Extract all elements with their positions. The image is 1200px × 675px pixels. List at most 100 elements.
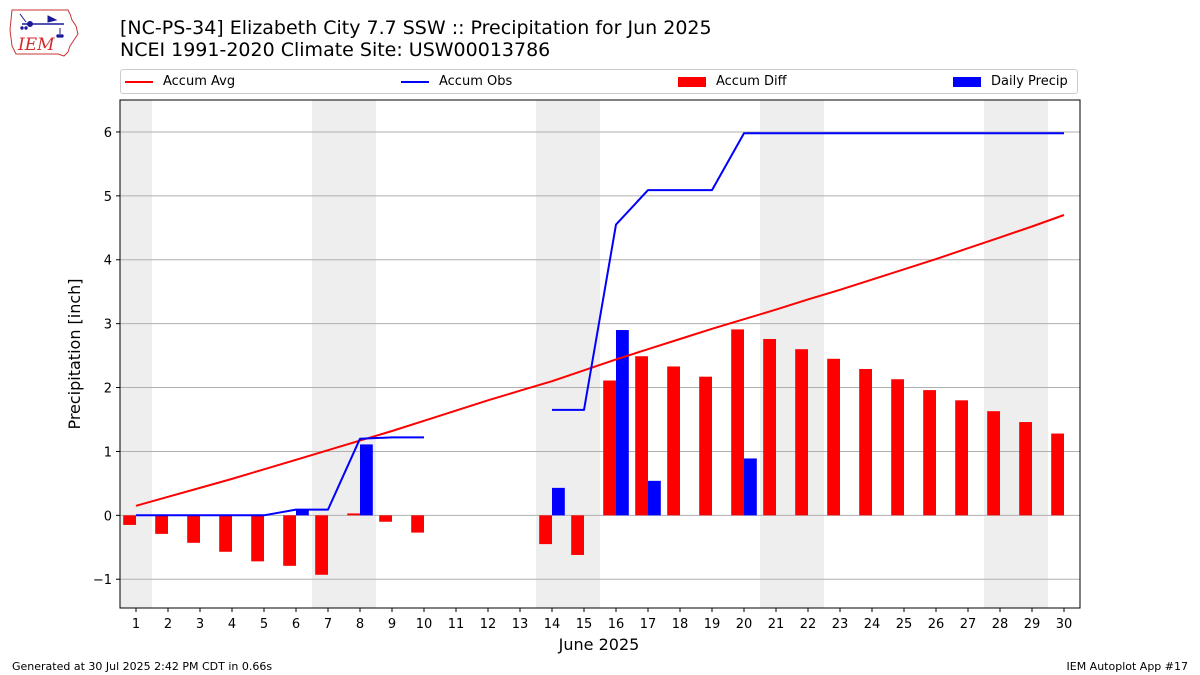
x-axis-label: June 2025 xyxy=(558,635,640,654)
accum-diff-bar xyxy=(539,515,552,545)
daily-precip-bar xyxy=(648,480,661,516)
weekend-band xyxy=(984,100,1016,608)
legend-label: Accum Diff xyxy=(716,74,787,89)
x-tick-label: 15 xyxy=(576,617,593,632)
accum-diff-bar xyxy=(347,513,360,516)
y-tick-label: 4 xyxy=(104,254,112,269)
accum-diff-bar xyxy=(251,515,264,562)
daily-precip-bar xyxy=(360,444,373,516)
x-tick-label: 27 xyxy=(960,617,977,632)
accum-diff-bar xyxy=(411,515,424,533)
x-tick-label: 8 xyxy=(356,617,364,632)
footer-generated: Generated at 30 Jul 2025 2:42 PM CDT in … xyxy=(12,660,273,673)
legend-item-accum-diff: Accum Diff xyxy=(678,70,787,93)
y-tick-label: 1 xyxy=(104,445,112,460)
y-tick-label: 2 xyxy=(104,382,112,397)
accum-diff-bar xyxy=(987,411,1000,516)
footer-app-id: IEM Autoplot App #17 xyxy=(1066,660,1189,673)
x-tick-label: 14 xyxy=(544,617,561,632)
y-tick-label: 3 xyxy=(104,318,112,333)
iem-logo: IEM xyxy=(9,9,79,57)
accum-diff-bar xyxy=(955,400,968,516)
accum-diff-bar xyxy=(603,380,616,516)
x-tick-label: 5 xyxy=(260,617,268,632)
x-tick-label: 6 xyxy=(292,617,300,632)
legend-item-accum-obs: Accum Obs xyxy=(401,70,512,93)
x-tick-label: 1 xyxy=(132,617,140,632)
legend-label: Accum Obs xyxy=(439,74,513,89)
y-tick-label: −1 xyxy=(93,573,112,588)
chart-title: [NC-PS-34] Elizabeth City 7.7 SSW :: Pre… xyxy=(120,17,712,39)
daily-precip-bar xyxy=(616,330,629,516)
y-tick-label: 6 xyxy=(104,126,112,141)
x-tick-label: 3 xyxy=(196,617,204,632)
x-tick-label: 22 xyxy=(800,617,817,632)
accum-avg-line xyxy=(135,214,1065,507)
daily-precip-bar xyxy=(296,509,309,516)
accum-diff-bar xyxy=(699,376,712,516)
legend-box-swatch xyxy=(953,76,981,87)
x-tick-label: 2 xyxy=(164,617,172,632)
legend-line-swatch xyxy=(125,80,153,83)
x-tick-label: 17 xyxy=(640,617,657,632)
x-tick-label: 25 xyxy=(896,617,913,632)
legend-item-accum-avg: Accum Avg xyxy=(125,70,235,93)
legend-line-swatch xyxy=(401,80,429,83)
series-lines xyxy=(135,132,1065,517)
y-axis-label: Precipitation [inch] xyxy=(65,278,84,429)
legend-label: Accum Avg xyxy=(163,74,236,89)
accum-diff-bar xyxy=(827,358,840,516)
accum-diff-bar xyxy=(1051,433,1064,516)
x-tick-label: 11 xyxy=(448,617,465,632)
legend: Accum Avg Accum Obs Accum Diff Daily Pre… xyxy=(120,69,1078,94)
x-tick-label: 29 xyxy=(1024,617,1041,632)
weekend-band xyxy=(344,100,376,608)
accum-diff-bar xyxy=(667,366,680,516)
accum-diff-bar xyxy=(763,338,776,516)
x-tick-label: 30 xyxy=(1056,617,1073,632)
chart-subtitle: NCEI 1991-2020 Climate Site: USW00013786 xyxy=(120,39,551,61)
x-tick-label: 24 xyxy=(864,617,881,632)
accum-diff-bar xyxy=(283,515,296,566)
accum-diff-bar xyxy=(859,369,872,516)
daily-precip-bar xyxy=(744,458,757,516)
logo-text: IEM xyxy=(17,35,55,55)
weekend-band xyxy=(1016,100,1048,608)
weekend-band xyxy=(120,100,152,608)
x-tick-label: 10 xyxy=(416,617,433,632)
legend-label: Daily Precip xyxy=(991,74,1068,89)
accum-diff-bar xyxy=(1019,422,1032,516)
y-tick-label: 5 xyxy=(104,190,112,205)
x-tick-label: 26 xyxy=(928,617,945,632)
accum-diff-bar xyxy=(635,356,648,516)
accum-obs-line xyxy=(136,436,424,517)
x-tick-label: 20 xyxy=(736,617,753,632)
accum-diff-bar xyxy=(187,515,200,543)
x-tick-label: 9 xyxy=(388,617,396,632)
gridlines xyxy=(120,131,1080,580)
x-tick-label: 4 xyxy=(228,617,236,632)
x-tick-label: 23 xyxy=(832,617,849,632)
x-tick-label: 12 xyxy=(480,617,497,632)
iowa-outline-icon xyxy=(9,9,79,57)
accum-diff-bar xyxy=(315,515,328,575)
accum-diff-bar xyxy=(123,515,136,525)
accum-diff-bar xyxy=(731,329,744,516)
bars xyxy=(123,329,1064,575)
x-tick-label: 7 xyxy=(324,617,332,632)
x-tick-label: 13 xyxy=(512,617,529,632)
accum-diff-bar xyxy=(923,390,936,516)
legend-box-swatch xyxy=(678,76,706,87)
x-tick-label: 18 xyxy=(672,617,689,632)
daily-precip-bar xyxy=(552,487,565,516)
x-tick-label: 28 xyxy=(992,617,1009,632)
accum-diff-bar xyxy=(795,349,808,516)
accum-diff-bar xyxy=(379,515,392,522)
x-tick-label: 19 xyxy=(704,617,721,632)
x-tick-label: 21 xyxy=(768,617,785,632)
accum-diff-bar xyxy=(219,515,232,552)
legend-item-daily-precip: Daily Precip xyxy=(953,70,1068,93)
accum-obs-line xyxy=(552,132,1064,411)
